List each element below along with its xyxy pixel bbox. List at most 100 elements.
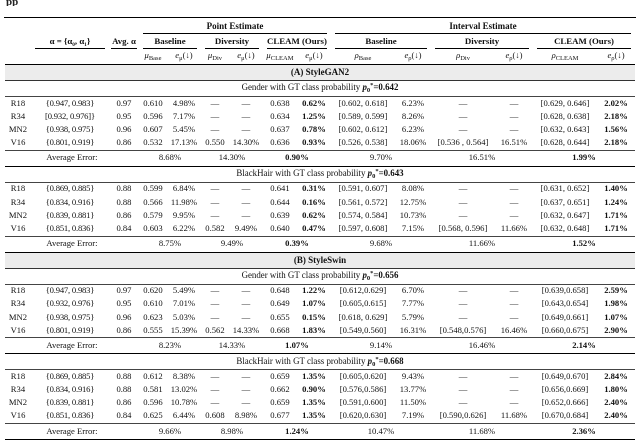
table-row: V16 {0.851, 0.836} 0.84 0.603 6.22% 0.582 9.49… [5, 222, 635, 236]
metric-value: 14.33% [232, 324, 260, 335]
average-error-label: Average Error: [4, 235, 139, 253]
metric-value: 8.26% [401, 110, 425, 121]
metric-value: 11.98% [170, 196, 198, 207]
metric-value: 0.566 [143, 196, 163, 207]
section-header-label: (B) StyleSwin [4, 251, 636, 269]
metric-value: — [509, 285, 519, 296]
average-error-value: 14.33% [200, 337, 263, 355]
table-row: R18 {0.947, 0.983} 0.97 0.620 5.49% — — 0.648 1.… [5, 284, 635, 298]
alpha-column-header: α = {α₀, α₁} [30, 34, 109, 49]
alpha-value: {0.938, 0.975} [45, 311, 95, 322]
subsection-title-row: Gender with GT class probability p0*=0.6… [4, 80, 636, 97]
average-error-value: 8.98% [200, 423, 263, 440]
metric-value: 0.47% [302, 222, 326, 233]
metric-value: 6.84% [172, 183, 196, 194]
metric-value: 16.46% [500, 324, 528, 335]
metric-value: 7.01% [172, 298, 196, 309]
header-group-row: Point Estimate Interval Estimate [5, 18, 636, 34]
metric-value: — [509, 298, 519, 309]
metric-value: — [458, 97, 468, 108]
metric-value: 12.75% [399, 196, 427, 207]
metric-value: 10.73% [399, 209, 427, 220]
metric-value: 0.659 [270, 397, 290, 408]
metric-value: — [458, 124, 468, 135]
alpha-value: {0.869, 0.885} [45, 183, 95, 194]
metric-value: 0.636 [270, 137, 290, 148]
method-header: Baseline [138, 34, 201, 49]
metric-value: [0.652,0.666] [541, 397, 589, 408]
metric-value: [0.536 , 0.564] [437, 137, 489, 148]
metric-value: 5.45% [172, 124, 196, 135]
metric-value: [0.632, 0.648] [540, 222, 590, 233]
metric-value: 2.40% [604, 410, 628, 421]
average-error-value: 8.75% [138, 235, 201, 253]
model-name: MN2 [8, 311, 28, 322]
avg-alpha-column-header: Avg. α [108, 34, 139, 49]
metric-value: 1.40% [604, 183, 628, 194]
alpha-value: {0.869, 0.885} [45, 370, 95, 381]
alpha-value: {0.947, 0.983} [45, 285, 95, 296]
subsection-title: BlackHair with GT class probability p0*=… [4, 353, 636, 371]
metric-value: [0.670,0.684] [541, 410, 589, 421]
metric-value: [0.549,0.560] [339, 324, 387, 335]
subsection-title-row: BlackHair with GT class probability p0*=… [4, 353, 636, 371]
avg-alpha-value: 0.86 [116, 397, 132, 408]
metric-value: 13.77% [399, 384, 427, 395]
table-row: R18 {0.947, 0.983} 0.97 0.610 4.98% — — 0.638 0.… [5, 97, 635, 111]
table-row: R18 {0.869, 0.885} 0.88 0.612 8.38% — — 0.659 1.… [5, 370, 635, 384]
metric-value: 1.71% [604, 222, 628, 233]
metric-value: [0.576,0.586] [339, 384, 387, 395]
metric-value: 6.23% [401, 97, 425, 108]
metric-value: 9.95% [172, 209, 196, 220]
avg-alpha-value: 0.95 [116, 110, 132, 121]
metric-value: 0.603 [143, 222, 163, 233]
avg-alpha-value: 0.88 [116, 196, 132, 207]
header-stat-row: μBase eμ(↓) μDiv eμ(↓) μCLEAM eμ(↓) ρBase eρ(↓)… [4, 49, 636, 65]
metric-value: — [241, 397, 251, 408]
model-name: R34 [10, 110, 26, 121]
alpha-value: [0.932, 0.976]} [45, 110, 95, 121]
metric-value: [0.628, 0.644] [540, 137, 590, 148]
model-name: R18 [10, 97, 26, 108]
metric-value: 7.19% [401, 410, 425, 421]
metric-value: — [210, 285, 220, 296]
avg-alpha-value: 0.86 [116, 137, 132, 148]
average-error-value: 8.68% [138, 149, 201, 167]
method-header: Diversity [431, 34, 533, 49]
average-error-value: 0.90% [262, 149, 331, 167]
header-spacer [4, 49, 139, 65]
metric-value: 9.43% [401, 370, 425, 381]
metric-value: — [458, 298, 468, 309]
stat-header: eρ(↓) [395, 49, 431, 65]
method-header: Baseline [331, 34, 431, 49]
subsection-title: BlackHair with GT class probability p0*=… [4, 166, 636, 183]
metric-value: 0.562 [205, 324, 225, 335]
metric-value: 11.50% [399, 397, 427, 408]
metric-value: [0.591,0.600] [339, 397, 387, 408]
table-body: (A) StyleGAN2 Gender with GT class probab… [4, 64, 636, 440]
metric-value: — [210, 384, 220, 395]
metric-value: 7.15% [401, 222, 425, 233]
metric-value: [0.649,0.670] [541, 370, 589, 381]
average-error-value: 9.68% [331, 235, 431, 253]
metric-value: 0.610 [143, 97, 163, 108]
metric-value: 1.22% [302, 285, 326, 296]
alpha-value: {0.851, 0.836} [45, 410, 95, 421]
metric-value: 0.93% [302, 137, 326, 148]
metric-value: 8.08% [401, 183, 425, 194]
stat-header: μBase [138, 49, 167, 65]
metric-value: — [509, 124, 519, 135]
metric-value: 1.35% [302, 370, 326, 381]
metric-value: 0.582 [205, 222, 225, 233]
metric-value: 11.66% [500, 222, 528, 233]
average-error-value: 16.46% [431, 337, 533, 355]
metric-value: — [509, 183, 519, 194]
table-row: MN2 {0.839, 0.881} 0.86 0.579 9.95% — — 0.639 0.… [5, 209, 635, 222]
metric-value: 11.68% [500, 410, 528, 421]
metric-value: [0.629, 0.646] [540, 97, 590, 108]
metric-value: [0.632, 0.647] [540, 209, 590, 220]
metric-value: 1.80% [604, 384, 628, 395]
metric-value: 18.06% [399, 137, 427, 148]
avg-alpha-value: 0.86 [116, 324, 132, 335]
metric-value: 0.62% [302, 97, 326, 108]
